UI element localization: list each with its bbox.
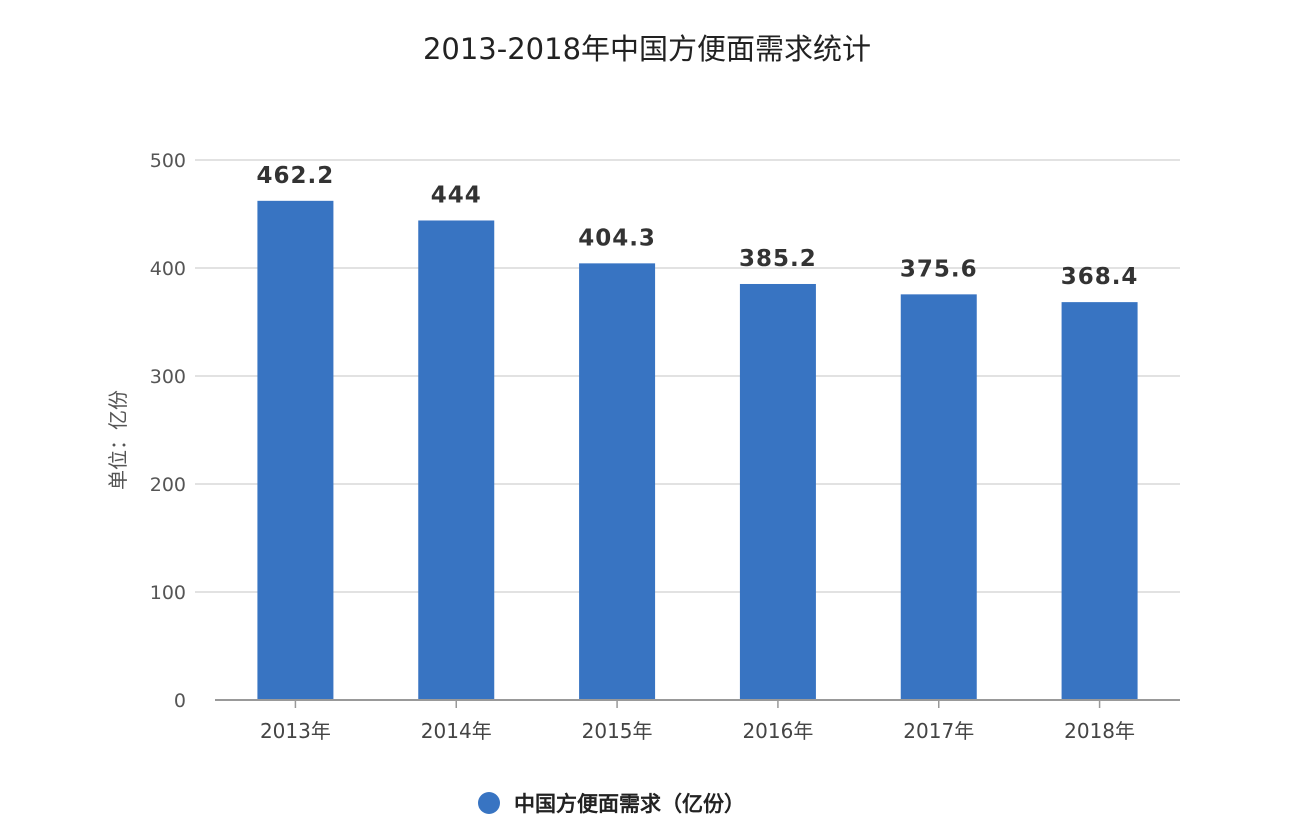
bar (739, 283, 816, 700)
data-label: 404.3 (578, 225, 656, 251)
bar (579, 263, 656, 700)
data-label: 444 (431, 182, 482, 208)
x-tick-label: 2015年 (582, 719, 653, 743)
gridlines (195, 159, 1180, 593)
data-label: 368.4 (1061, 264, 1139, 290)
data-labels: 462.2 444 404.3 385.2 375.6 368.4 (257, 163, 1139, 290)
y-tick-label: 500 (150, 150, 186, 172)
y-tick-label: 0 (174, 690, 186, 712)
bar (900, 294, 977, 700)
y-tick-label: 400 (150, 258, 186, 280)
y-tick-label: 300 (150, 366, 186, 388)
y-axis-ticks: 0 100 200 300 400 500 (150, 150, 186, 712)
y-axis-label: 单位：亿份 (106, 390, 130, 490)
data-label: 375.6 (900, 256, 978, 282)
y-tick-label: 200 (150, 474, 186, 496)
legend-marker (478, 792, 500, 814)
x-tick-label: 2016年 (742, 719, 813, 743)
data-label: 385.2 (739, 246, 817, 272)
legend: 中国方便面需求（亿份） (478, 788, 745, 818)
chart-title: 2013-2018年中国方便面需求统计 (422, 32, 872, 66)
x-tick-label: 2017年 (903, 719, 974, 743)
y-tick-label: 100 (150, 582, 186, 604)
bar (418, 220, 495, 701)
legend-label: 中国方便面需求（亿份） (514, 792, 745, 816)
data-label: 462.2 (257, 163, 335, 189)
x-tick-label: 2013年 (260, 719, 331, 743)
bars (257, 200, 1138, 701)
x-tick-label: 2018年 (1064, 719, 1135, 743)
bar (257, 200, 334, 700)
x-tick-label: 2014年 (421, 719, 492, 743)
bar (1061, 302, 1138, 700)
x-axis-ticks: 2013年 2014年 2015年 2016年 2017年 2018年 (260, 700, 1135, 743)
